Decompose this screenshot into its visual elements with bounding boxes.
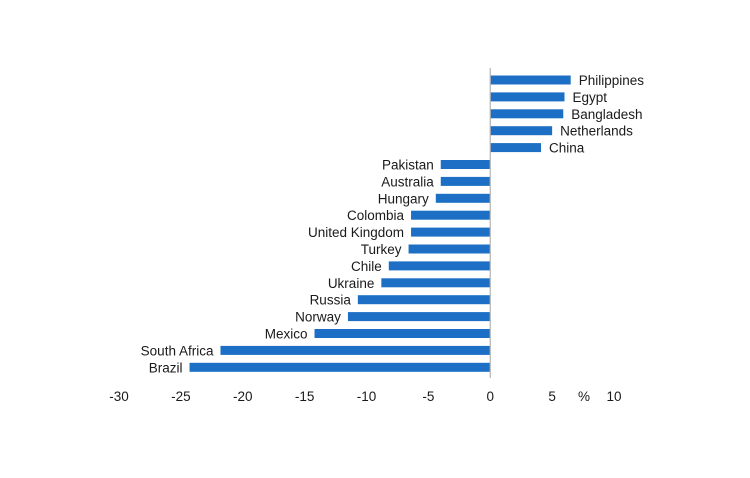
bar-china <box>490 143 541 153</box>
bar-united-kingdom <box>411 227 491 237</box>
category-label-united-kingdom: United Kingdom <box>308 225 404 240</box>
category-label-pakistan: Pakistan <box>382 158 434 173</box>
bar-bangladesh <box>490 109 564 119</box>
bar-philippines <box>490 75 571 85</box>
category-label-philippines: Philippines <box>579 73 645 88</box>
category-labels-layer: Philippines Egypt Bangladesh Netherlands Chi… <box>141 73 645 375</box>
bar-netherlands <box>490 126 553 136</box>
x-tick-label: -15 <box>295 389 315 404</box>
category-label-ukraine: Ukraine <box>328 276 375 291</box>
category-label-norway: Norway <box>295 310 341 325</box>
x-tick-label: -30 <box>109 389 129 404</box>
category-label-netherlands: Netherlands <box>560 124 633 139</box>
category-label-south-africa: South Africa <box>141 343 214 358</box>
x-tick-labels-layer: -30 -25 -20 -15 -10 -5 0 5 10 <box>109 389 621 404</box>
x-tick-label: -25 <box>171 389 191 404</box>
category-label-china: China <box>549 141 585 156</box>
category-label-russia: Russia <box>310 293 352 308</box>
bar-mexico <box>314 329 491 338</box>
bar-brazil <box>189 362 491 372</box>
category-label-colombia: Colombia <box>347 208 405 223</box>
bar-turkey <box>408 244 491 254</box>
x-tick-label: -20 <box>233 389 253 404</box>
x-unit-label: % <box>578 389 590 404</box>
category-label-australia: Australia <box>381 174 434 189</box>
category-label-turkey: Turkey <box>361 242 402 257</box>
bar-hungary <box>435 193 491 203</box>
x-tick-label: -10 <box>357 389 377 404</box>
x-tick-label: 10 <box>606 389 621 404</box>
x-tick-label: -5 <box>422 389 434 404</box>
category-label-brazil: Brazil <box>149 360 183 375</box>
category-label-chile: Chile <box>351 259 382 274</box>
bar-russia <box>357 295 491 305</box>
category-label-mexico: Mexico <box>265 327 308 342</box>
bars-layer <box>189 75 571 372</box>
category-label-bangladesh: Bangladesh <box>571 107 642 122</box>
bar-colombia <box>411 210 491 220</box>
bar-south-africa <box>220 345 491 355</box>
bar-chile <box>388 261 491 271</box>
x-tick-label: 5 <box>548 389 556 404</box>
category-label-egypt: Egypt <box>573 90 608 105</box>
x-tick-label: 0 <box>486 389 494 404</box>
bar-australia <box>440 176 491 186</box>
bar-egypt <box>490 92 565 102</box>
category-label-hungary: Hungary <box>378 191 429 206</box>
bar-ukraine <box>381 278 491 288</box>
bar-pakistan <box>440 160 491 169</box>
bar-norway <box>347 312 491 322</box>
